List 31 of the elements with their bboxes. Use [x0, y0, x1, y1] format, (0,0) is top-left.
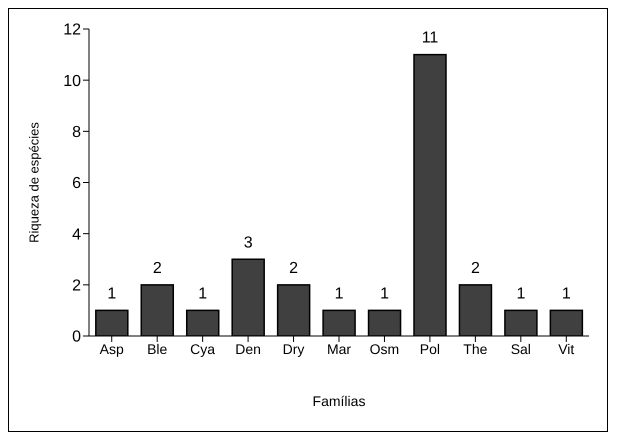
data-label: 2 — [289, 260, 298, 277]
data-label: 1 — [334, 285, 344, 302]
data-label: 3 — [244, 234, 253, 252]
y-tick-label: 8 — [72, 124, 82, 142]
x-axis-title: Famílias — [312, 393, 366, 409]
x-tick-label: Vit — [558, 340, 574, 357]
data-label: 1 — [198, 285, 208, 302]
x-tick-label: Sal — [510, 340, 531, 357]
x-tick-label: Mar — [326, 340, 352, 357]
y-tick-label: 2 — [72, 278, 82, 295]
y-tick-label: 4 — [72, 226, 82, 244]
data-label: 11 — [422, 30, 438, 47]
y-tick-label: 12 — [63, 22, 82, 39]
x-tick-label: Asp — [100, 340, 124, 357]
x-tick-label: Den — [235, 340, 261, 357]
y-axis-title: Riqueza de espécies — [26, 122, 42, 243]
x-tick-label: Dry — [282, 340, 304, 357]
data-label: 1 — [562, 285, 571, 302]
y-tick-label: 10 — [63, 72, 82, 90]
data-label: 2 — [152, 260, 162, 277]
data-label: 1 — [380, 285, 390, 302]
x-tick-label: Pol — [420, 340, 440, 357]
x-tick-label: The — [463, 340, 488, 357]
y-tick-label: 0 — [72, 328, 82, 346]
data-label: 1 — [107, 285, 116, 302]
data-label: 1 — [516, 285, 526, 302]
x-tick-label: Ble — [147, 340, 168, 357]
y-tick-label: 6 — [72, 175, 82, 192]
data-label: 2 — [471, 260, 480, 277]
x-tick-label: Cya — [190, 340, 216, 357]
x-tick-label: Osm — [370, 340, 400, 357]
